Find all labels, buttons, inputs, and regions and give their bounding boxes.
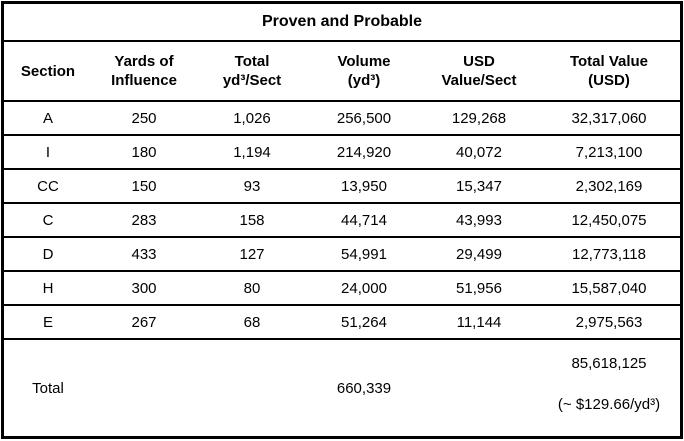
total-cell-empty-usd-value	[420, 339, 538, 436]
cell-usd-value-per-sect: 15,347	[420, 169, 538, 204]
cell-yards-of-influence: 433	[92, 237, 196, 272]
cell-total-value-usd: 2,975,563	[538, 305, 680, 340]
cell-yards-of-influence: 180	[92, 135, 196, 170]
cell-total-value-usd: 15,587,040	[538, 271, 680, 306]
cell-yards-of-influence: 250	[92, 101, 196, 136]
cell-yards-of-influence: 283	[92, 203, 196, 238]
cell-section: A	[4, 101, 92, 136]
col-header-section: Section	[4, 41, 92, 102]
cell-volume-yd3: 214,920	[308, 135, 420, 170]
cell-section: CC	[4, 169, 92, 204]
table-row-a: A 250 1,026 256,500 129,268 32,317,060	[4, 101, 680, 136]
col-header-volume-yd3: Volume (yd³)	[308, 41, 420, 102]
table-row-h: H 300 80 24,000 51,956 15,587,040	[4, 271, 680, 306]
cell-total-value-usd: 2,302,169	[538, 169, 680, 204]
cell-volume-yd3: 13,950	[308, 169, 420, 204]
table-row-d: D 433 127 54,991 29,499 12,773,118	[4, 237, 680, 272]
total-value-per-yd3-note: (~ $129.66/yd³)	[557, 396, 661, 413]
cell-total-value-usd: 12,773,118	[538, 237, 680, 272]
header-row: Section Yards of Influence Total yd³/Sec…	[4, 41, 680, 102]
cell-total-yd3-per-sect: 93	[196, 169, 308, 204]
cell-usd-value-per-sect: 43,993	[420, 203, 538, 238]
col-header-yards-of-influence: Yards of Influence	[92, 41, 196, 102]
total-label: Total	[32, 379, 64, 397]
cell-total-yd3-per-sect: 127	[196, 237, 308, 272]
cell-yards-of-influence: 300	[92, 271, 196, 306]
cell-volume-yd3: 44,714	[308, 203, 420, 238]
cell-total-value-usd: 12,450,075	[538, 203, 680, 238]
cell-section: I	[4, 135, 92, 170]
cell-total-yd3-per-sect: 1,026	[196, 101, 308, 136]
cell-section: D	[4, 237, 92, 272]
cell-total-yd3-per-sect: 1,194	[196, 135, 308, 170]
total-value-cell: 85,618,125 (~ $129.66/yd³)	[538, 339, 680, 436]
title-row: Proven and Probable	[4, 4, 680, 42]
cell-volume-yd3: 24,000	[308, 271, 420, 306]
cell-section: H	[4, 271, 92, 306]
cell-yards-of-influence: 150	[92, 169, 196, 204]
cell-usd-value-per-sect: 11,144	[420, 305, 538, 340]
cell-section: E	[4, 305, 92, 340]
total-value-usd: 85,618,125	[571, 355, 647, 372]
total-cell-empty-total-yd3	[196, 339, 308, 436]
cell-usd-value-per-sect: 29,499	[420, 237, 538, 272]
total-volume-yd3: 660,339	[336, 379, 392, 397]
cell-usd-value-per-sect: 51,956	[420, 271, 538, 306]
cell-section: C	[4, 203, 92, 238]
total-cell-empty-yards	[92, 339, 196, 436]
col-header-total-yd3-per-sect: Total yd³/Sect	[196, 41, 308, 102]
table-row-c: C 283 158 44,714 43,993 12,450,075	[4, 203, 680, 238]
table-row-e: E 267 68 51,264 11,144 2,975,563	[4, 305, 680, 340]
cell-volume-yd3: 256,500	[308, 101, 420, 136]
cell-total-yd3-per-sect: 158	[196, 203, 308, 238]
table-title: Proven and Probable	[4, 4, 680, 42]
cell-usd-value-per-sect: 129,268	[420, 101, 538, 136]
data-table: Proven and Probable Section Yards of Inf…	[4, 4, 680, 436]
col-header-total-value-usd: Total Value (USD)	[538, 41, 680, 102]
table-row-i: I 180 1,194 214,920 40,072 7,213,100	[4, 135, 680, 170]
cell-volume-yd3: 54,991	[308, 237, 420, 272]
cell-total-value-usd: 7,213,100	[538, 135, 680, 170]
cell-volume-yd3: 51,264	[308, 305, 420, 340]
cell-total-yd3-per-sect: 80	[196, 271, 308, 306]
cell-total-yd3-per-sect: 68	[196, 305, 308, 340]
table-row-cc: CC 150 93 13,950 15,347 2,302,169	[4, 169, 680, 204]
cell-yards-of-influence: 267	[92, 305, 196, 340]
cell-usd-value-per-sect: 40,072	[420, 135, 538, 170]
col-header-usd-value-per-sect: USD Value/Sect	[420, 41, 538, 102]
cell-total-value-usd: 32,317,060	[538, 101, 680, 136]
total-row: Total 660,339 85,618,125 (~ $129.66/yd³)	[4, 339, 680, 436]
